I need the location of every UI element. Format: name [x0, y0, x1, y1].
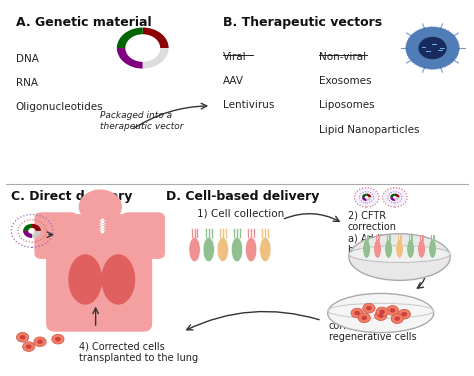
Text: B. Therapeutic vectors: B. Therapeutic vectors	[223, 16, 382, 29]
Circle shape	[351, 308, 363, 318]
Ellipse shape	[385, 240, 392, 258]
Text: Lipid Nanoparticles: Lipid Nanoparticles	[319, 124, 420, 135]
Text: Oligonucleotides: Oligonucleotides	[16, 102, 103, 112]
Ellipse shape	[328, 293, 434, 333]
Circle shape	[386, 306, 399, 315]
Circle shape	[378, 314, 383, 318]
Text: Exosomes: Exosomes	[319, 76, 372, 86]
Wedge shape	[390, 194, 395, 197]
Wedge shape	[362, 194, 366, 197]
Circle shape	[37, 340, 43, 344]
FancyBboxPatch shape	[121, 212, 165, 259]
Text: 4) Corrected cells
transplanted to the lung: 4) Corrected cells transplanted to the l…	[79, 341, 198, 362]
Wedge shape	[395, 197, 400, 201]
Circle shape	[34, 337, 46, 347]
Wedge shape	[366, 194, 371, 197]
Circle shape	[23, 342, 35, 352]
Circle shape	[17, 332, 29, 342]
Circle shape	[401, 312, 407, 316]
Ellipse shape	[260, 238, 271, 262]
Circle shape	[355, 188, 379, 207]
Circle shape	[366, 306, 372, 311]
Circle shape	[79, 190, 122, 224]
Circle shape	[419, 37, 447, 59]
Ellipse shape	[349, 234, 450, 280]
Text: DNA: DNA	[16, 54, 38, 64]
Circle shape	[398, 309, 410, 319]
Wedge shape	[117, 48, 143, 68]
Text: Viral: Viral	[223, 52, 246, 62]
Circle shape	[361, 315, 367, 320]
Ellipse shape	[203, 238, 214, 262]
Wedge shape	[117, 27, 143, 48]
Wedge shape	[23, 224, 32, 231]
FancyBboxPatch shape	[46, 214, 152, 332]
Text: D. Cell-based delivery: D. Cell-based delivery	[166, 190, 319, 203]
Wedge shape	[143, 48, 169, 68]
Ellipse shape	[374, 240, 382, 258]
Circle shape	[390, 308, 395, 313]
Text: C. Direct delivery: C. Direct delivery	[11, 190, 132, 203]
Circle shape	[26, 344, 32, 349]
Wedge shape	[366, 197, 371, 201]
Wedge shape	[395, 194, 400, 197]
Circle shape	[358, 313, 370, 323]
Circle shape	[383, 188, 407, 207]
Text: AAV: AAV	[223, 76, 244, 86]
Circle shape	[379, 310, 385, 314]
Text: Packaged into a
therapeutic vector: Packaged into a therapeutic vector	[100, 112, 184, 131]
Ellipse shape	[396, 240, 403, 258]
Text: RNA: RNA	[16, 78, 37, 88]
Circle shape	[355, 311, 360, 315]
Ellipse shape	[349, 246, 450, 262]
Circle shape	[374, 311, 387, 320]
Ellipse shape	[246, 238, 257, 262]
Text: Liposomes: Liposomes	[319, 100, 375, 110]
Text: 3) Expansion of
corrected
regenerative cells: 3) Expansion of corrected regenerative c…	[329, 309, 417, 343]
FancyBboxPatch shape	[35, 212, 78, 259]
Circle shape	[376, 307, 388, 317]
Ellipse shape	[101, 254, 135, 305]
Text: 1) Cell collection: 1) Cell collection	[197, 209, 284, 218]
Text: 2) CFTR
correction
a) Addition
b) Editing: 2) CFTR correction a) Addition b) Editin…	[348, 211, 401, 255]
Wedge shape	[390, 197, 395, 201]
Text: Non-viral: Non-viral	[319, 52, 366, 62]
Wedge shape	[23, 231, 32, 238]
Circle shape	[55, 337, 61, 341]
Wedge shape	[362, 197, 366, 201]
Ellipse shape	[68, 254, 102, 305]
Wedge shape	[143, 27, 169, 48]
Circle shape	[406, 27, 459, 69]
Ellipse shape	[429, 240, 437, 258]
Circle shape	[52, 334, 64, 344]
Ellipse shape	[217, 238, 228, 262]
Wedge shape	[32, 224, 41, 231]
Ellipse shape	[189, 238, 200, 262]
Circle shape	[394, 316, 400, 321]
Text: A. Genetic material: A. Genetic material	[16, 16, 151, 29]
Ellipse shape	[407, 240, 414, 258]
Circle shape	[391, 314, 403, 323]
Circle shape	[363, 303, 375, 313]
Ellipse shape	[418, 240, 425, 258]
Ellipse shape	[363, 240, 370, 258]
Wedge shape	[32, 231, 41, 238]
Ellipse shape	[231, 238, 243, 262]
Circle shape	[20, 335, 26, 340]
Text: Lentivirus: Lentivirus	[223, 100, 274, 110]
